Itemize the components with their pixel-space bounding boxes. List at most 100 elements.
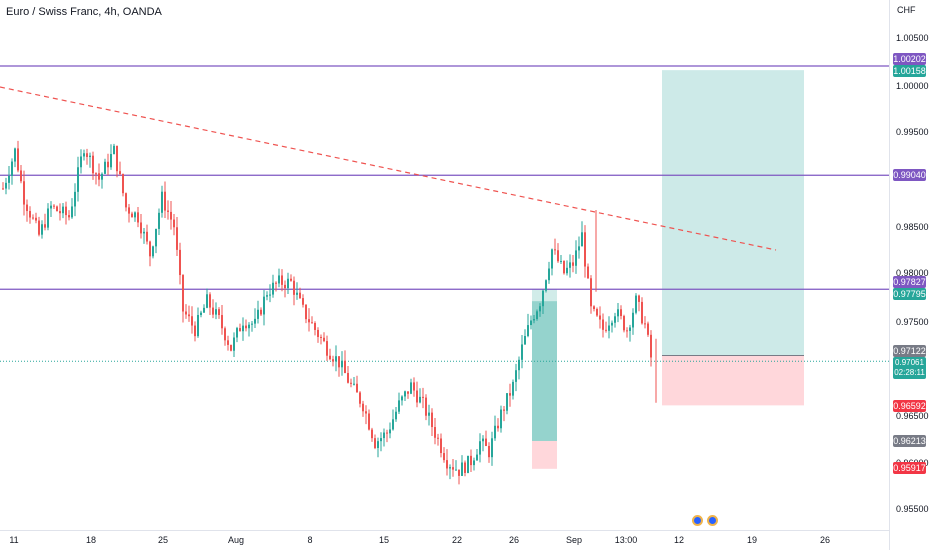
candle-body — [296, 292, 298, 295]
candle-body — [212, 307, 214, 315]
candle-body — [578, 246, 580, 251]
candle-body — [497, 425, 499, 429]
candle-body — [566, 267, 568, 274]
candle-body — [170, 211, 172, 220]
candle-body — [644, 323, 646, 325]
candle-body — [476, 454, 478, 461]
candle-body — [302, 298, 304, 305]
candle-body — [140, 222, 142, 234]
economic-event-icon[interactable] — [707, 515, 718, 526]
candle-body — [416, 390, 418, 403]
candle-body — [53, 205, 55, 207]
candle-body — [317, 329, 319, 337]
candle-body — [89, 155, 91, 157]
candle-body — [608, 325, 610, 331]
candle-body — [362, 403, 364, 412]
candle-body — [113, 145, 115, 155]
price-badge: 0.97122 — [893, 345, 926, 357]
candle-body — [341, 360, 343, 368]
candle-body — [467, 455, 469, 473]
candle-body — [65, 206, 67, 216]
economic-event-icon[interactable] — [692, 515, 703, 526]
candle-body — [380, 438, 382, 442]
candle-body — [410, 382, 412, 394]
candle-body — [383, 432, 385, 439]
candle-body — [551, 249, 553, 269]
candle-body — [299, 292, 301, 299]
candle-body — [83, 153, 85, 157]
take-profit-zone — [662, 70, 804, 356]
currency-label: CHF — [897, 5, 916, 15]
price-tick: 0.97500 — [896, 317, 929, 327]
candle-body — [494, 425, 496, 439]
candle-body — [173, 219, 175, 228]
candle-body — [641, 301, 643, 324]
candle-body — [161, 191, 163, 213]
candle-body — [26, 204, 28, 212]
price-badge: 0.97795 — [893, 288, 926, 300]
candle-body — [338, 356, 340, 368]
candle-body — [515, 370, 517, 382]
candle-body — [188, 314, 190, 317]
price-tick: 0.99500 — [896, 127, 929, 137]
candle-body — [458, 469, 460, 476]
candle-body — [536, 311, 538, 320]
candle-body — [575, 250, 577, 266]
candle-body — [107, 161, 109, 168]
candle-body — [230, 344, 232, 351]
candle-body — [248, 324, 250, 329]
candle-body — [323, 337, 325, 342]
candle-body — [569, 262, 571, 268]
candle-body — [275, 282, 277, 284]
candle-body — [428, 412, 430, 416]
candle-body — [287, 278, 289, 289]
candle-body — [413, 382, 415, 391]
candle-body — [23, 181, 25, 205]
candle-body — [221, 315, 223, 329]
candle-body — [611, 322, 613, 326]
candle-body — [464, 462, 466, 473]
candle-body — [200, 312, 202, 315]
candle-body — [311, 322, 313, 324]
candle-body — [332, 359, 334, 362]
candle-body — [146, 231, 148, 242]
candle-body — [440, 438, 442, 454]
candle-body — [584, 232, 586, 267]
candle-body — [629, 327, 631, 331]
candle-body — [95, 173, 97, 175]
candle-body — [548, 268, 550, 281]
candle-body — [308, 319, 310, 323]
candle-body — [263, 296, 265, 315]
candle-body — [368, 413, 370, 430]
candle-body — [236, 328, 238, 338]
candle-body — [209, 294, 211, 308]
price-badge: 0.97827 — [893, 276, 926, 288]
time-tick: 25 — [157, 535, 169, 545]
price-badge: 0.99040 — [893, 169, 926, 181]
candle-body — [359, 392, 361, 404]
candle-body — [77, 167, 79, 192]
candle-body — [41, 224, 43, 235]
candle-body — [152, 246, 154, 257]
time-tick: 12 — [673, 535, 685, 545]
candle-body — [122, 174, 124, 194]
price-badge: 0.96213 — [893, 435, 926, 447]
candle-body — [14, 148, 16, 162]
candle-body — [158, 212, 160, 229]
candle-body — [581, 232, 583, 247]
candle-body — [35, 217, 37, 221]
price-tick: 1.00500 — [896, 33, 929, 43]
candle-body — [419, 396, 421, 403]
candle-body — [32, 217, 34, 219]
candle-body — [617, 309, 619, 317]
candle-body — [482, 438, 484, 442]
candle-body — [542, 290, 544, 307]
candle-body — [215, 309, 217, 315]
candle-body — [527, 325, 529, 336]
candle-body — [50, 205, 52, 209]
candle-body — [74, 191, 76, 207]
time-tick: 11 — [9, 535, 19, 545]
candle-body — [149, 241, 151, 257]
symbol-title[interactable]: Euro / Swiss Franc, 4h, OANDA — [6, 6, 162, 18]
